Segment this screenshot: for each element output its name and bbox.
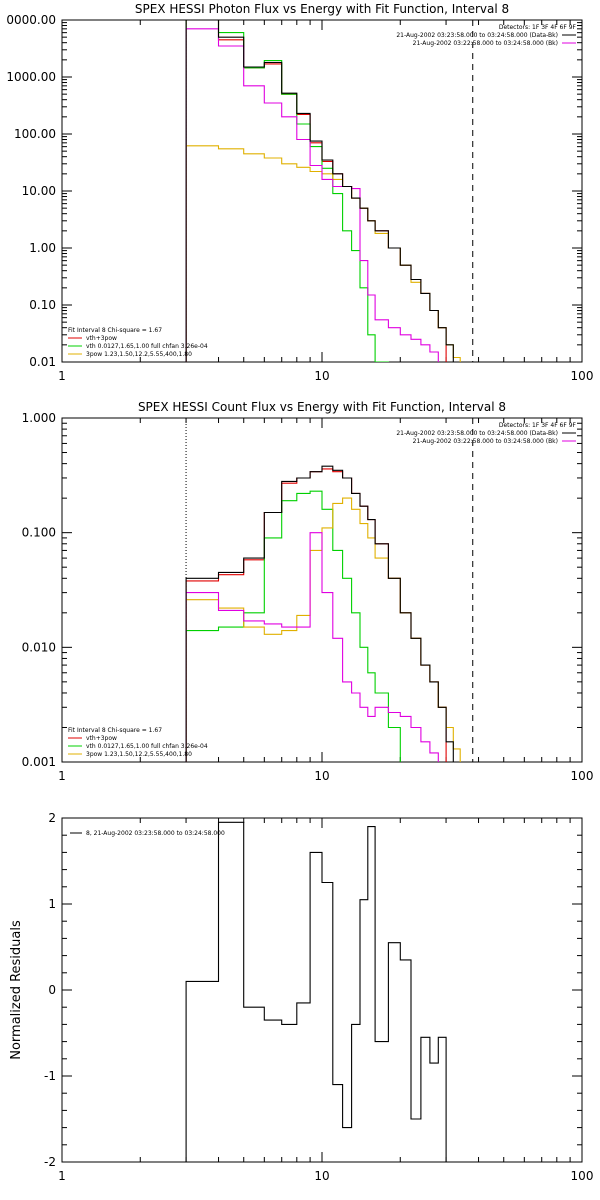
plot-area — [185, 20, 461, 362]
series-vth-3pow-line — [185, 468, 447, 762]
x-tick-label: 100 — [571, 369, 594, 383]
y-tick-label: -2 — [44, 1155, 56, 1169]
chart-panel-1: 1 10 100 0.01 0.10 1.00 10.00 100.00 1000.00 0000… — [6, 2, 594, 383]
detectors-label: Detectors: 1F 3F 4F 6F 9F — [499, 24, 577, 31]
y-tick-label: 0 — [48, 983, 56, 997]
header-interval-data: 21-Aug-2002 03:23:58.000 to 03:24:58.000… — [396, 430, 558, 437]
y-tick-label: 1.000 — [22, 411, 56, 425]
legend-heading: Fit Interval 8 Chi-square = 1.67 — [68, 727, 162, 734]
series-bkg-line — [185, 532, 439, 762]
x-tick-label: 100 — [571, 769, 594, 783]
y-tick-label: 0.010 — [22, 640, 56, 654]
header-interval-data: 21-Aug-2002 03:23:58.000 to 03:24:58.000… — [396, 32, 558, 39]
legend-item: vth 0.0127,1.65,1.00 full chfan 3.26e-04 — [86, 743, 208, 750]
y-tick-label: 10.00 — [22, 184, 56, 198]
y-tick-label: 1000.00 — [6, 70, 56, 84]
legend-item: 3pow 1.23,1.50,12.2,5.55,400,1.80 — [86, 751, 192, 758]
plot-area — [185, 821, 447, 1162]
chart-panel-3: 1 10 100 -2 -1 0 1 2 Normalized Residuals 8, 21-A… — [9, 811, 594, 1183]
detectors-label: Detectors: 1F 3F 4F 6F 9F — [499, 422, 577, 429]
series-8--line — [185, 821, 447, 1162]
header-interval-bk: 21-Aug-2002 03:22:58.000 to 03:24:58.000… — [413, 438, 558, 445]
x-tick-label: 10 — [314, 1169, 329, 1183]
chart-title: SPEX HESSI Photon Flux vs Energy with Fi… — [135, 2, 509, 16]
x-tick-label: 1 — [58, 769, 66, 783]
legend-item: 8, 21-Aug-2002 03:23:58.000 to 03:24:58.… — [86, 830, 225, 837]
y-axis-label: Normalized Residuals — [9, 920, 24, 1060]
x-tick-label: 10 — [314, 369, 329, 383]
legend-item: 3pow 1.23,1.50,12.2,5.55,400,1.80 — [86, 351, 192, 358]
series-3pow-line — [185, 145, 461, 362]
legend-item: vth+3pow — [86, 735, 117, 742]
series-vth-3pow-line — [185, 20, 447, 362]
y-tick-label: -1 — [44, 1069, 56, 1083]
header-interval-bk: 21-Aug-2002 03:22:58.000 to 03:24:58.000… — [413, 40, 558, 47]
legend-item: vth+3pow — [86, 335, 117, 342]
legend-item: vth 0.0127,1.65,1.00 full chfan 3.26e-04 — [86, 343, 208, 350]
y-tick-label: 0.100 — [22, 526, 56, 540]
x-tick-label: 1 — [58, 1169, 66, 1183]
y-tick-label: 0.001 — [22, 755, 56, 769]
series-vth-line — [185, 490, 401, 762]
plot-frame — [61, 19, 583, 363]
series-bkg-line — [185, 28, 439, 362]
x-tick-label: 100 — [571, 1169, 594, 1183]
y-tick-label: 1.00 — [29, 241, 56, 255]
x-tick-label: 1 — [58, 369, 66, 383]
series-data-line — [185, 20, 454, 362]
series-data-line — [185, 465, 454, 762]
series-3pow-line — [185, 497, 461, 762]
plot-area — [185, 465, 461, 762]
y-tick-label: 0000.00 — [6, 13, 56, 27]
series-vth-line — [185, 20, 389, 362]
y-tick-label: 100.00 — [14, 127, 56, 141]
chart-panel-2: 1 10 100 0.001 0.010 0.100 1.000 SPEX HESSI Cou… — [22, 400, 594, 783]
x-tick-label: 10 — [314, 769, 329, 783]
y-tick-label: 1 — [48, 897, 56, 911]
y-tick-label: 0.10 — [29, 298, 56, 312]
legend-heading: Fit Interval 8 Chi-square = 1.67 — [68, 327, 162, 334]
y-tick-label: 0.01 — [29, 355, 56, 369]
y-tick-label: 2 — [48, 811, 56, 825]
chart-title: SPEX HESSI Count Flux vs Energy with Fit… — [138, 400, 506, 414]
